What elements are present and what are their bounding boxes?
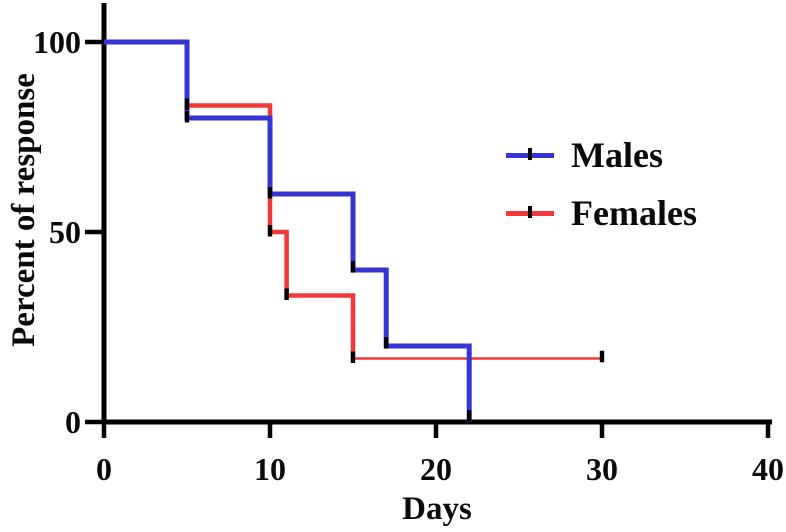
y-tick-label: 50 [49,214,81,250]
females-line-swatch-icon [506,210,554,216]
x-tick-label: 10 [254,451,286,487]
y-tick-label: 100 [33,24,81,60]
males-censor-tick [384,337,389,349]
males-step-line [104,39,472,422]
males-censor-tick [267,187,273,199]
x-tick-label: 20 [420,451,452,487]
males-censor-tick [184,111,190,123]
females-step-line [104,39,356,359]
males-censor-tick [467,410,472,422]
females-censor-tick [350,351,356,364]
females-censor-tick [267,225,273,237]
legend-label-males: Males [571,135,663,175]
legend-item-males: Males [506,135,663,175]
y-axis-title: Percent of response [6,73,42,347]
females-censor-tick [599,350,605,363]
females-censor-tick [184,98,190,110]
legend-item-females: Females [506,193,697,233]
x-tick-label: 40 [752,451,784,487]
x-tick-label: 30 [586,451,618,487]
males-censor-tick [350,261,356,273]
females-censor-tick [284,288,289,300]
legend-label-females: Females [571,193,697,233]
x-axis-title: Days [402,491,472,527]
x-tick-label: 0 [96,451,112,487]
males-line-swatch-icon [506,152,554,158]
y-tick-label: 0 [65,404,81,440]
